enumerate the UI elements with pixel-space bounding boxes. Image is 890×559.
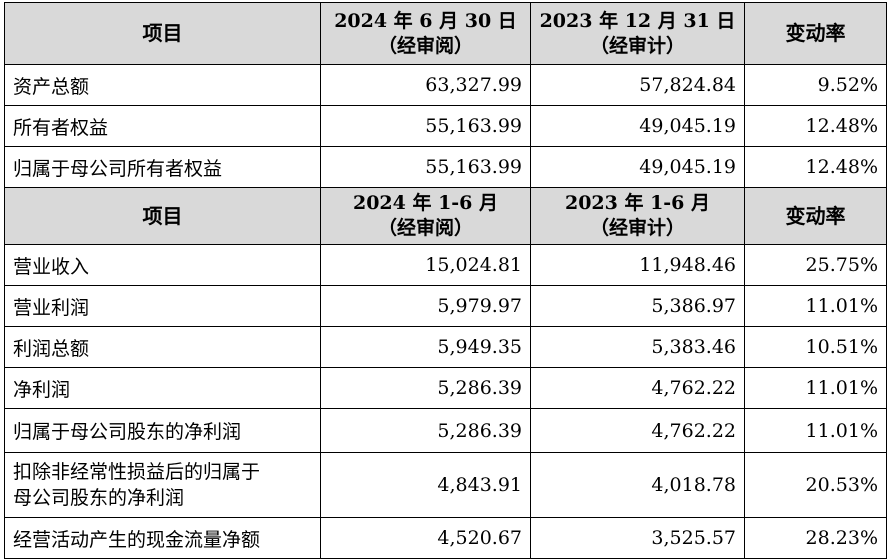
value-2024: 63,327.99 — [320, 64, 531, 106]
value-2024: 4,520.67 — [320, 517, 531, 559]
change-rate: 25.75% — [744, 244, 887, 286]
header-item: 项目 — [4, 2, 321, 65]
row-label-line1: 扣除非经常性损益后的归属于 — [13, 461, 261, 483]
table-row: 经营活动产生的现金流量净额 4,520.67 3,525.57 28.23% — [4, 517, 887, 559]
table-row: 利润总额 5,949.35 5,383.46 10.51% — [4, 326, 887, 368]
value-2023: 5,383.46 — [530, 326, 745, 368]
table-row: 资产总额 63,327.99 57,824.84 9.52% — [4, 64, 887, 106]
header-period-2024-note: （经审阅） — [377, 34, 473, 57]
value-2024: 5,949.35 — [320, 326, 531, 368]
row-label: 营业利润 — [4, 285, 321, 327]
table-row: 营业收入 15,024.81 11,948.46 25.75% — [4, 244, 887, 286]
table-row: 营业利润 5,979.97 5,386.97 11.01% — [4, 285, 887, 327]
value-2023: 4,762.22 — [530, 367, 745, 409]
row-label: 所有者权益 — [4, 105, 321, 147]
value-2024: 4,843.91 — [320, 452, 531, 518]
value-2023: 3,525.57 — [530, 517, 745, 559]
header-row-balance: 项目 2024 年 6 月 30 日 （经审阅） 2023 年 12 月 31 … — [4, 2, 887, 65]
change-rate: 11.01% — [744, 408, 887, 453]
table-row: 所有者权益 55,163.99 49,045.19 12.48% — [4, 105, 887, 147]
value-2023: 4,762.22 — [530, 408, 745, 453]
header-period-2023h1-note: （经审计） — [589, 217, 685, 239]
value-2023: 49,045.19 — [530, 146, 745, 188]
change-rate: 12.48% — [744, 146, 887, 188]
change-rate: 20.53% — [744, 452, 887, 518]
change-rate: 10.51% — [744, 326, 887, 368]
header-period-2023h1-date: 2023 年 1-6 月 — [564, 192, 711, 214]
header-period-2023-date: 2023 年 12 月 31 日 — [539, 9, 736, 32]
value-2023: 11,948.46 — [530, 244, 745, 286]
value-2023: 49,045.19 — [530, 105, 745, 147]
row-label: 资产总额 — [4, 64, 321, 106]
value-2024: 15,024.81 — [320, 244, 531, 286]
header-period-2024h1-note: （经审阅） — [377, 217, 473, 239]
header-period-2023: 2023 年 12 月 31 日 （经审计） — [530, 2, 745, 65]
row-label-line2: 母公司股东的净利润 — [13, 487, 185, 509]
value-2024: 5,286.39 — [320, 408, 531, 453]
change-rate: 9.52% — [744, 64, 887, 106]
change-rate: 11.01% — [744, 285, 887, 327]
row-label: 营业收入 — [4, 244, 321, 286]
row-label: 经营活动产生的现金流量净额 — [4, 517, 321, 559]
table-row: 净利润 5,286.39 4,762.22 11.01% — [4, 367, 887, 409]
financial-summary-table: 项目 2024 年 6 月 30 日 （经审阅） 2023 年 12 月 31 … — [4, 2, 887, 559]
header-change-rate: 变动率 — [744, 187, 887, 245]
change-rate: 12.48% — [744, 105, 887, 147]
row-label: 净利润 — [4, 367, 321, 409]
value-2024: 5,286.39 — [320, 367, 531, 409]
header-period-2024h1: 2024 年 1-6 月 （经审阅） — [320, 187, 531, 245]
header-change-rate: 变动率 — [744, 2, 887, 65]
row-label: 归属于母公司所有者权益 — [4, 146, 321, 188]
value-2023: 4,018.78 — [530, 452, 745, 518]
row-label: 扣除非经常性损益后的归属于 母公司股东的净利润 — [4, 452, 321, 518]
header-period-2024h1-date: 2024 年 1-6 月 — [352, 192, 499, 214]
header-period-2024-date: 2024 年 6 月 30 日 — [334, 9, 517, 32]
change-rate: 11.01% — [744, 367, 887, 409]
value-2024: 55,163.99 — [320, 146, 531, 188]
table-row: 归属于母公司所有者权益 55,163.99 49,045.19 12.48% — [4, 146, 887, 188]
header-period-2024: 2024 年 6 月 30 日 （经审阅） — [320, 2, 531, 65]
value-2024: 5,979.97 — [320, 285, 531, 327]
table-row: 扣除非经常性损益后的归属于 母公司股东的净利润 4,843.91 4,018.7… — [4, 452, 887, 518]
header-row-income: 项目 2024 年 1-6 月 （经审阅） 2023 年 1-6 月 （经审计）… — [4, 187, 887, 245]
header-period-2023-note: （经审计） — [589, 34, 685, 57]
row-label: 归属于母公司股东的净利润 — [4, 408, 321, 453]
table-row: 归属于母公司股东的净利润 5,286.39 4,762.22 11.01% — [4, 408, 887, 453]
value-2023: 5,386.97 — [530, 285, 745, 327]
row-label: 利润总额 — [4, 326, 321, 368]
value-2024: 55,163.99 — [320, 105, 531, 147]
value-2023: 57,824.84 — [530, 64, 745, 106]
change-rate: 28.23% — [744, 517, 887, 559]
header-period-2023h1: 2023 年 1-6 月 （经审计） — [530, 187, 745, 245]
header-item: 项目 — [4, 187, 321, 245]
